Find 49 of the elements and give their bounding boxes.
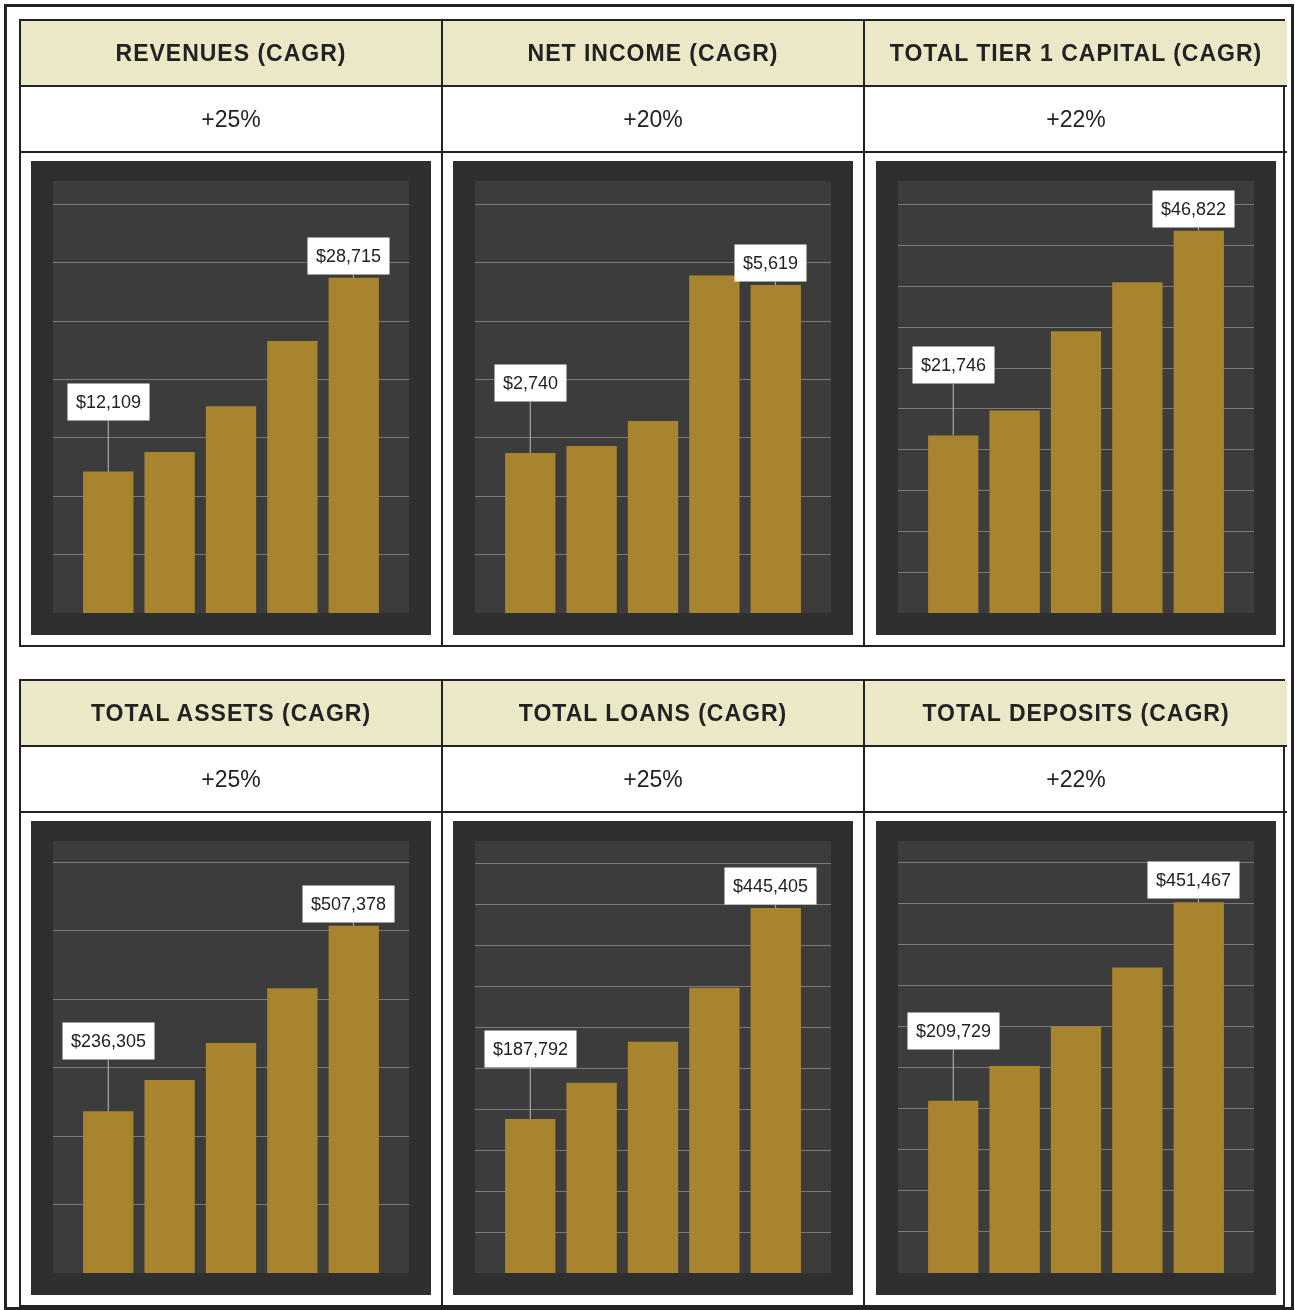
data-label: $5,619 (743, 253, 799, 273)
data-label: $46,822 (1161, 199, 1227, 219)
bar (928, 435, 979, 613)
data-label: $507,378 (311, 894, 387, 914)
bar (144, 1079, 195, 1273)
bar (1173, 902, 1224, 1273)
chart-title: TOTAL TIER 1 CAPITAL (CAGR) (865, 21, 1287, 87)
chart-title: NET INCOME (CAGR) (443, 21, 863, 87)
data-label: $209,729 (916, 1021, 992, 1041)
data-label: $12,109 (76, 392, 142, 412)
bar (566, 446, 617, 613)
bar (144, 451, 195, 613)
bar (83, 1111, 134, 1273)
bar (627, 420, 679, 613)
bar (505, 453, 556, 613)
data-label: $21,746 (921, 355, 987, 375)
bar (1112, 282, 1163, 613)
data-label: $28,715 (316, 246, 382, 266)
bar (928, 1100, 979, 1273)
bar (566, 1082, 617, 1273)
bar (989, 1066, 1040, 1273)
chart-subtitle: +25% (21, 747, 441, 813)
chart-title: REVENUES (CAGR) (21, 21, 441, 87)
bar (205, 406, 257, 613)
bar (205, 1042, 257, 1273)
chart-subtitle: +22% (865, 87, 1287, 153)
chart-title: TOTAL ASSETS (CAGR) (21, 681, 441, 747)
bar (689, 987, 740, 1273)
chart-subtitle: +20% (443, 87, 863, 153)
data-label: $2,740 (503, 373, 559, 393)
chart-subtitle: +25% (21, 87, 441, 153)
data-label: $451,467 (1156, 870, 1232, 890)
bar (83, 471, 134, 613)
bar (689, 275, 740, 613)
bar (505, 1119, 556, 1273)
chart-title: TOTAL LOANS (CAGR) (443, 681, 863, 747)
bar (1112, 967, 1163, 1273)
bar (989, 410, 1040, 613)
bar (1050, 331, 1102, 613)
bar (1050, 1026, 1102, 1273)
bar (267, 988, 318, 1273)
data-label: $445,405 (733, 876, 809, 896)
data-label: $187,792 (493, 1039, 569, 1059)
data-label: $236,305 (71, 1031, 147, 1051)
bar (267, 340, 318, 613)
chart-subtitle: +22% (865, 747, 1287, 813)
chart-subtitle: +25% (443, 747, 863, 813)
chart-title: TOTAL DEPOSITS (CAGR) (865, 681, 1287, 747)
bar (627, 1041, 679, 1273)
